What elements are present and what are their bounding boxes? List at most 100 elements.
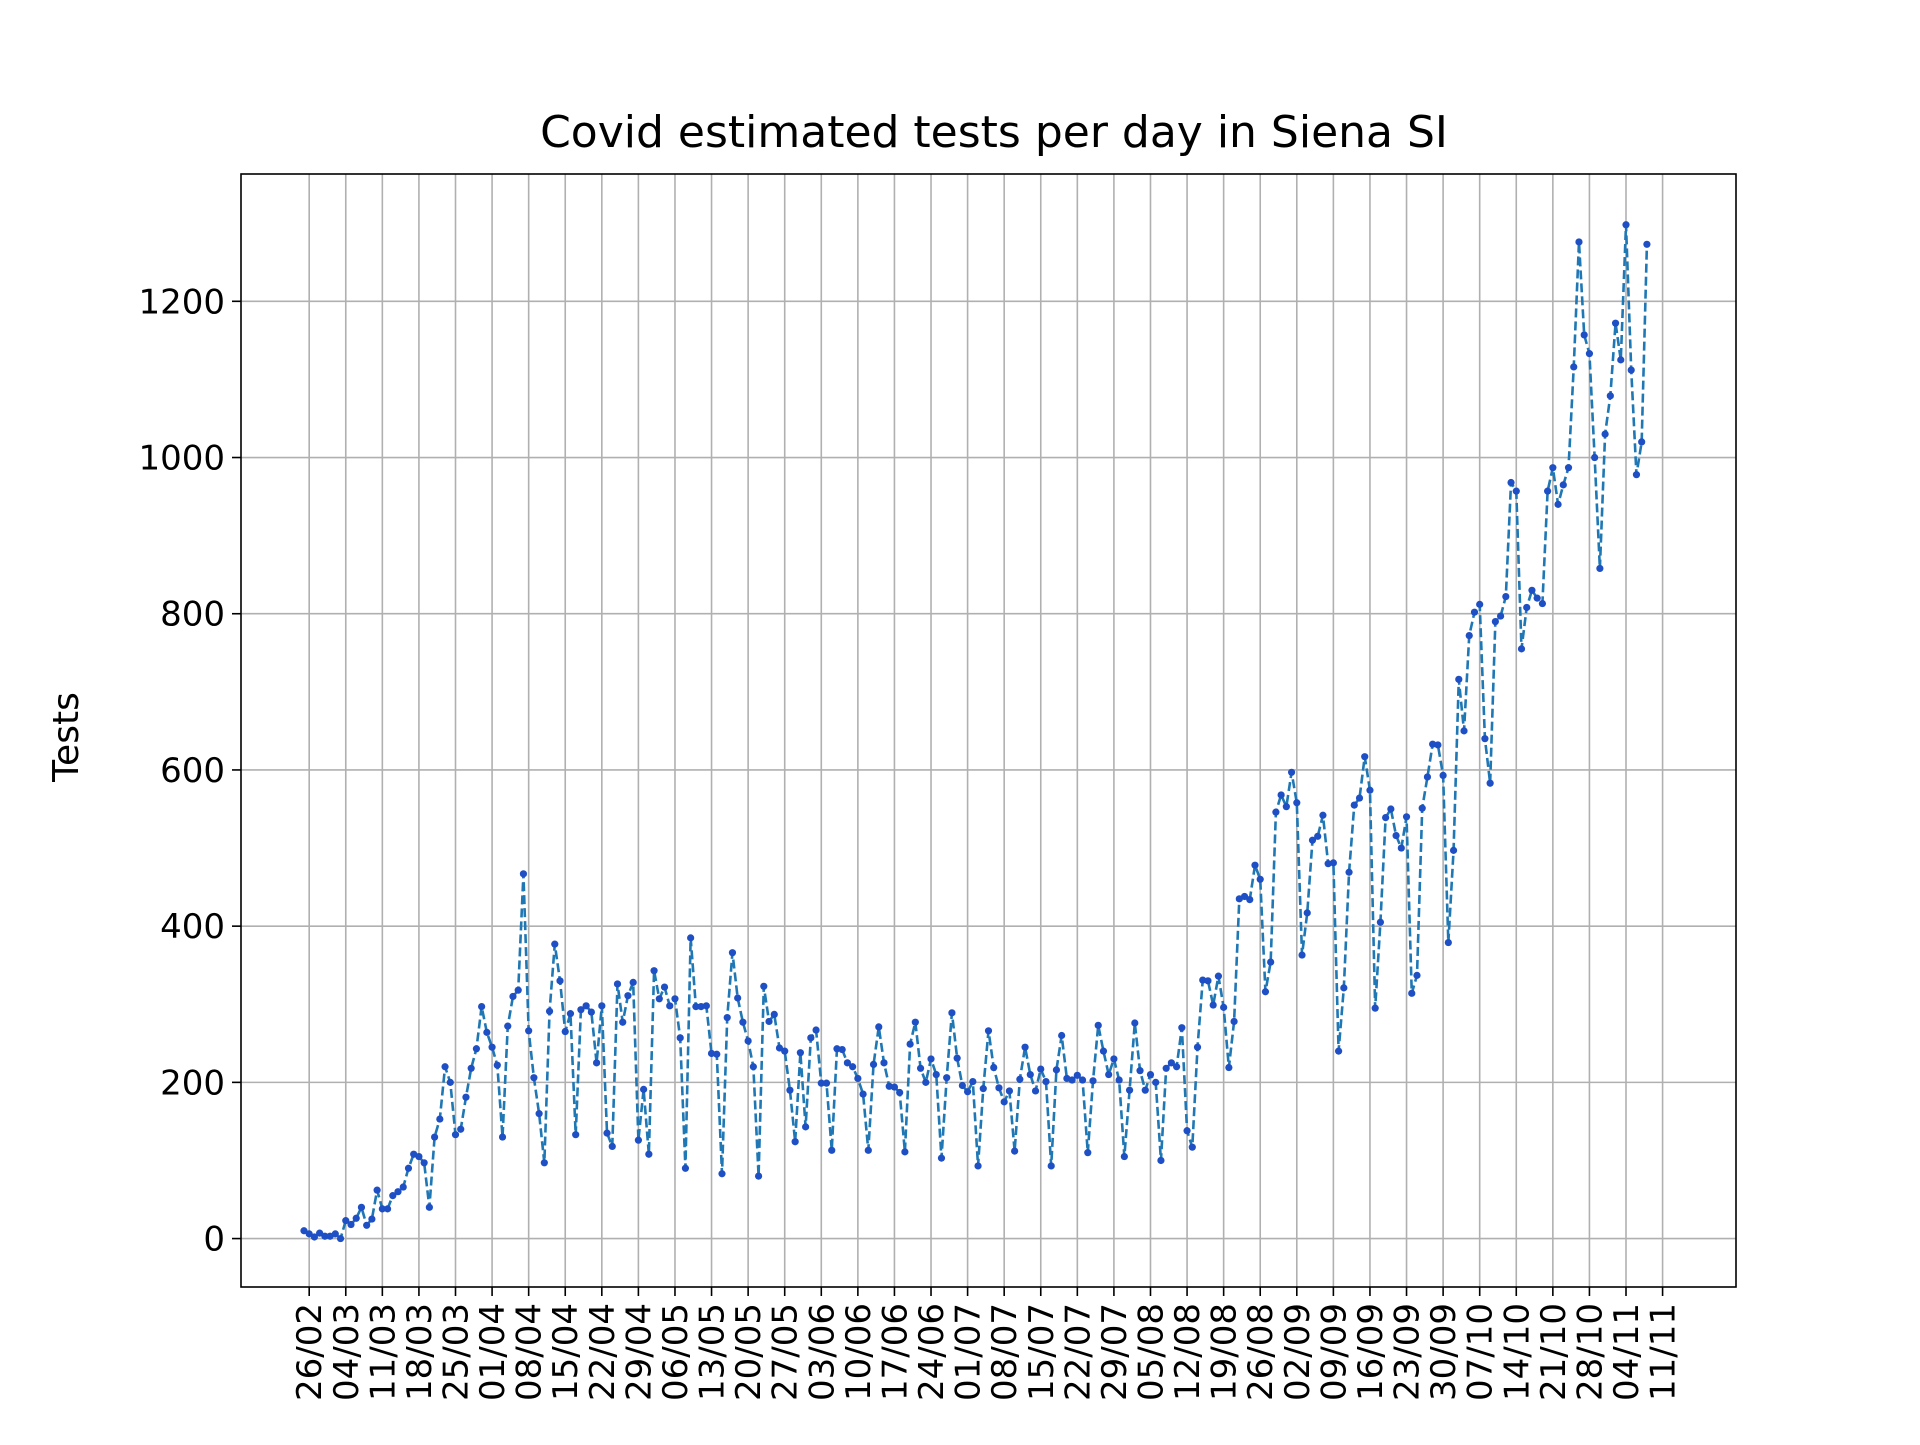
x-tick-label: 05/08	[1131, 1303, 1171, 1401]
data-point	[1549, 464, 1557, 472]
data-point	[1287, 768, 1296, 776]
data-point	[922, 1078, 930, 1086]
data-point	[849, 1063, 857, 1071]
data-point	[1094, 1021, 1102, 1029]
series-line-path	[303, 223, 1649, 1240]
data-point	[1058, 1031, 1066, 1040]
data-point	[765, 1017, 773, 1026]
data-point	[1465, 632, 1473, 640]
data-point	[1099, 1047, 1108, 1055]
data-point	[1502, 592, 1510, 601]
data-point	[1470, 608, 1479, 616]
data-point	[1366, 786, 1374, 794]
x-tick-label: 08/07	[985, 1303, 1025, 1401]
data-point	[1256, 875, 1264, 883]
data-point	[1455, 675, 1463, 683]
data-point	[843, 1059, 852, 1067]
data-point	[462, 1093, 470, 1101]
x-tick-label: 26/08	[1241, 1303, 1281, 1401]
data-point	[629, 978, 637, 986]
data-point	[441, 1063, 449, 1071]
data-point	[896, 1088, 904, 1097]
data-point	[1329, 859, 1337, 867]
data-point	[603, 1129, 611, 1137]
data-point	[781, 1047, 789, 1055]
y-tick-label: 0	[203, 1220, 225, 1260]
data-point	[1538, 599, 1546, 608]
data-point	[702, 1002, 710, 1010]
data-point	[1131, 1019, 1139, 1027]
data-point	[1554, 500, 1562, 508]
data-point	[1371, 1004, 1379, 1012]
x-tick-label: 13/05	[693, 1303, 733, 1401]
data-point	[572, 1131, 580, 1139]
data-point	[446, 1078, 454, 1086]
data-point	[655, 995, 663, 1003]
data-point	[901, 1148, 909, 1156]
data-point	[932, 1070, 940, 1079]
data-point	[357, 1203, 366, 1211]
data-point	[1580, 331, 1588, 339]
data-point	[352, 1214, 360, 1222]
data-point	[1105, 1070, 1113, 1079]
data-point	[1418, 804, 1426, 812]
data-point	[1178, 1024, 1186, 1032]
data-point	[415, 1152, 423, 1161]
data-point	[514, 986, 522, 994]
data-point	[1434, 741, 1442, 749]
data-point	[1110, 1055, 1118, 1063]
data-point	[906, 1040, 914, 1048]
data-point	[1031, 1087, 1040, 1095]
data-point	[1141, 1086, 1149, 1094]
data-point	[525, 1027, 533, 1035]
data-point	[1293, 799, 1301, 807]
data-point	[1282, 803, 1290, 811]
data-point	[1376, 918, 1385, 926]
data-point	[916, 1064, 925, 1072]
data-point	[1622, 221, 1630, 229]
data-point	[1486, 779, 1494, 787]
series-markers	[300, 221, 1651, 1243]
data-point	[1209, 1001, 1217, 1009]
data-point	[530, 1074, 538, 1082]
x-tick-label: 09/09	[1314, 1303, 1354, 1401]
data-point	[1037, 1065, 1045, 1073]
data-point	[1392, 831, 1400, 840]
data-point	[990, 1063, 998, 1072]
data-point	[1115, 1076, 1123, 1084]
data-point	[1125, 1086, 1134, 1094]
data-point	[1005, 1087, 1014, 1095]
data-point	[619, 1018, 627, 1026]
y-axis-label: Tests	[46, 692, 87, 783]
data-point	[969, 1077, 977, 1086]
x-tick-label: 11/11	[1644, 1303, 1684, 1401]
data-point	[1611, 319, 1620, 327]
data-point	[509, 992, 517, 1001]
data-point	[1544, 487, 1552, 495]
data-point	[1617, 356, 1625, 364]
x-tick-label: 22/07	[1058, 1303, 1098, 1401]
data-point	[577, 1006, 585, 1014]
data-point	[1193, 1043, 1202, 1051]
data-point	[1533, 594, 1541, 602]
data-point	[1188, 1143, 1196, 1151]
data-point	[336, 1234, 345, 1243]
x-axis-ticks: 26/0204/0311/0318/0325/0301/0408/0415/04…	[290, 1287, 1684, 1401]
data-point	[436, 1115, 444, 1123]
data-point	[540, 1159, 548, 1167]
data-point	[1000, 1098, 1008, 1106]
data-point	[1314, 832, 1322, 840]
data-point	[1408, 989, 1416, 997]
data-point	[1120, 1152, 1128, 1161]
x-tick-label: 02/09	[1278, 1303, 1318, 1401]
data-point	[1423, 773, 1432, 781]
data-point	[1585, 350, 1594, 358]
x-tick-label: 29/07	[1095, 1303, 1135, 1401]
data-point	[1491, 617, 1499, 626]
x-tick-label: 03/06	[802, 1303, 842, 1401]
data-point	[1183, 1127, 1191, 1135]
data-point	[1402, 813, 1411, 821]
data-point	[838, 1045, 846, 1054]
